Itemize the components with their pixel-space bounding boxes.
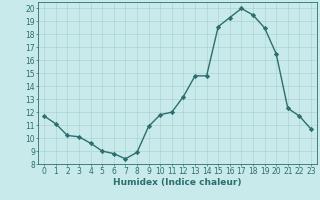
X-axis label: Humidex (Indice chaleur): Humidex (Indice chaleur) <box>113 178 242 187</box>
